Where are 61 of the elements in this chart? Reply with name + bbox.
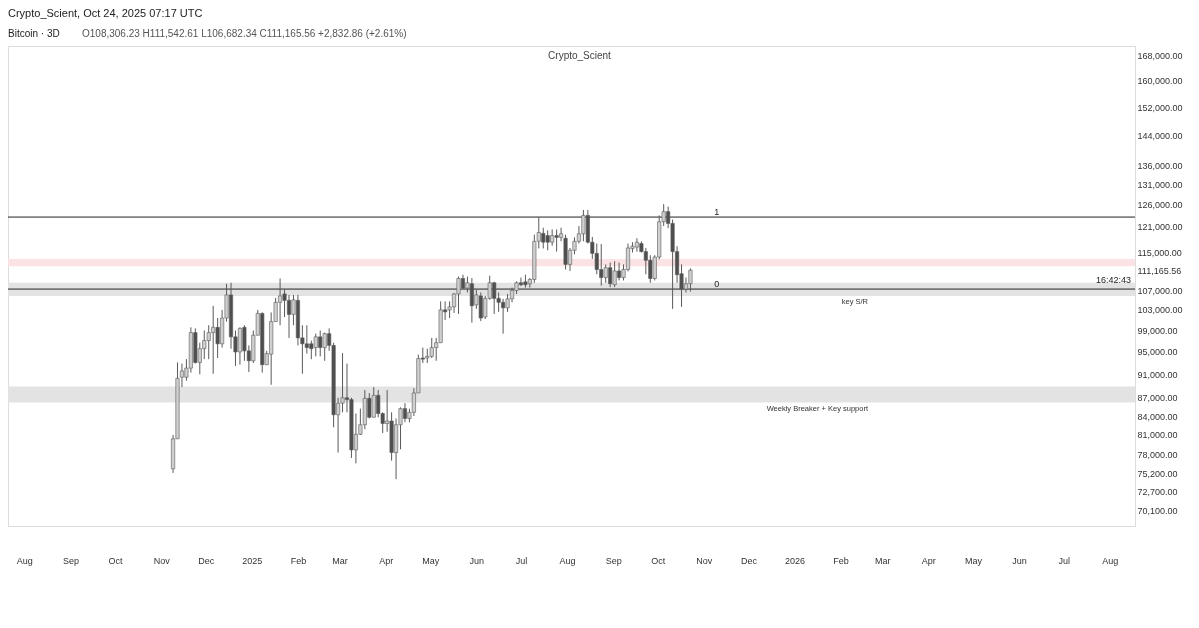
y-tick-label: 121,000.00 (1137, 221, 1183, 232)
candlestick (313, 333, 318, 357)
y-tick-label: 75,200.00 (1137, 469, 1178, 480)
x-tick-label: Aug (559, 555, 576, 566)
x-tick-label: Apr (379, 555, 394, 566)
x-tick-label: Jun (1012, 555, 1027, 566)
x-tick-label: 2025 (242, 555, 263, 566)
x-tick-label: Nov (153, 555, 171, 566)
x-tick-label: Mar (874, 555, 891, 566)
x-tick-label: Oct (108, 555, 124, 566)
x-tick-label: Sep (605, 555, 622, 566)
x-tick-label: Mar (332, 555, 348, 566)
candlestick (688, 267, 693, 293)
y-tick-label: 107,000.00 (1137, 285, 1183, 296)
y-tick-label: 103,000.00 (1137, 305, 1183, 316)
annotation: 0 (714, 279, 720, 290)
x-tick-label: Sep (62, 555, 79, 566)
x-tick-label: Dec (198, 555, 215, 566)
y-tick-label: 144,000.00 (1137, 130, 1183, 141)
x-tick-label: Feb (290, 555, 307, 566)
y-tick-label: 78,000.00 (1137, 450, 1178, 461)
y-tick-label: 160,000.00 (1137, 76, 1183, 87)
chart-subtitle: O108,306.23 H111,542.61 L106,682.34 C111,165.56 +2,832.86 (+2.61%) (82, 28, 407, 39)
y-tick-label: 152,000.00 (1137, 102, 1183, 113)
y-tick-label: 136,000.00 (1137, 160, 1183, 171)
chart-title: Bitcoin · 3D (8, 28, 60, 39)
y-tick-label: 111,165.56 (1137, 265, 1182, 276)
candlestick (554, 228, 559, 253)
x-tick-label: Aug (16, 555, 33, 566)
y-tick-label: 131,000.00 (1137, 180, 1183, 191)
y-tick-label: 72,700.00 (1137, 486, 1178, 497)
y-tick-label: 87,000.00 (1137, 393, 1178, 404)
x-tick-label: May (422, 555, 440, 566)
x-tick-label: 2026 (785, 555, 806, 566)
y-tick-label: 126,000.00 (1137, 200, 1183, 211)
y-tick-label: 115,000.00 (1137, 248, 1182, 259)
x-tick-label: Aug (1102, 555, 1119, 566)
y-tick-label: 70,100.00 (1137, 505, 1178, 516)
text: Crypto_Scient, Oct 24, 2025 07:17 UTC (8, 7, 203, 19)
y-tick-label: 91,000.00 (1137, 369, 1178, 380)
y-tick-label: 81,000.00 (1137, 430, 1178, 441)
x-tick-label: Jul (1058, 555, 1070, 566)
candlestick (456, 276, 461, 315)
x-tick-label: Feb (833, 555, 849, 566)
x-tick-label: Oct (651, 555, 666, 566)
x-tick-label: Nov (696, 555, 713, 566)
candlestick (581, 209, 586, 242)
x-tick-label: Dec (740, 555, 758, 566)
y-tick-label: 95,000.00 (1137, 347, 1178, 358)
x-tick-label: Apr (921, 555, 936, 566)
candlestick (612, 260, 617, 288)
y-tick-label: 84,000.00 (1137, 411, 1178, 422)
y-tick-label: 168,000.00 (1137, 50, 1183, 61)
annotation: Crypto_Scient (548, 50, 612, 61)
annotation: 16:42:43 (1095, 275, 1131, 286)
x-tick-label: Jul (515, 555, 528, 566)
x-tick-label: May (964, 555, 983, 566)
x-tick-label: Jun (469, 555, 485, 566)
candlestick (206, 324, 211, 360)
annotation: 1 (714, 207, 720, 218)
y-tick-label: 99,000.00 (1137, 325, 1178, 336)
